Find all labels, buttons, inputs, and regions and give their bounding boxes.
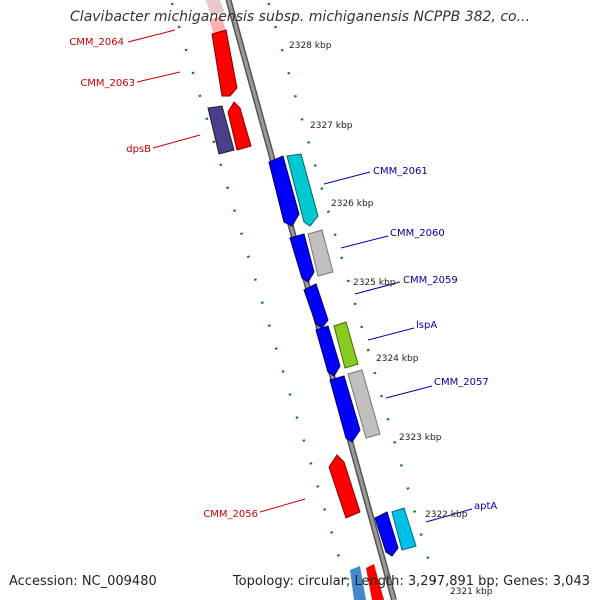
gene-apta-shape[interactable] <box>391 507 417 551</box>
gene-cmm-2059-shape[interactable] <box>303 283 329 329</box>
tick-label: 2321 kbp <box>450 587 493 597</box>
genome-summary-text: Topology: circular; Length: 3,297,891 bp… <box>232 574 590 589</box>
gene-dpsb-shape[interactable] <box>207 105 235 155</box>
gene-cmm-2064b-shape[interactable] <box>209 16 226 34</box>
gene-label: CMM_2060 <box>390 228 445 239</box>
gene-bottom-red-shape <box>366 564 384 600</box>
gene-cmm-2056-shape[interactable] <box>328 454 361 519</box>
tick-label: 2325 kbp <box>353 278 396 288</box>
leader-cmm-2059 <box>354 281 401 295</box>
gene-lspa-shape[interactable] <box>333 321 359 369</box>
leader-dpsb <box>152 134 201 149</box>
gene-bottom-blue-shape <box>350 566 366 600</box>
gene-cmm-2063-shape[interactable] <box>211 29 238 97</box>
gene-label: CMM_2057 <box>434 377 489 388</box>
gene-cmm-2061-shape[interactable] <box>268 155 300 227</box>
gene-label: aptA <box>474 501 497 512</box>
leader-apta <box>425 508 473 523</box>
gene-label: CMM_2056 <box>203 509 258 520</box>
inner-dotted-ring <box>169 0 354 600</box>
gene-cmm-2064-shape[interactable] <box>204 0 226 17</box>
leader-cmm-2057 <box>385 385 433 399</box>
gene-label: CMM_2059 <box>403 275 458 286</box>
gene-label: CMM_2063 <box>80 78 135 89</box>
gene-cmm-2061b-shape[interactable] <box>286 153 319 227</box>
leader-cmm-2064 <box>127 29 176 43</box>
leader-cmm-2060 <box>340 235 389 249</box>
gene-label: CMM_2061 <box>373 166 428 177</box>
leader-cmm-2056 <box>259 498 306 513</box>
tick-label: 2323 kbp <box>399 433 442 443</box>
gene-lspa-blue-shape[interactable] <box>315 325 341 377</box>
gene-label: CMM_2064 <box>69 37 124 48</box>
gene-apta-blue-shape[interactable] <box>374 511 399 557</box>
gene-dpsb-b-shape[interactable] <box>227 101 252 151</box>
gene-cmm-2057-shape[interactable] <box>329 375 361 443</box>
tick-label: 2328 kbp <box>289 41 332 51</box>
tick-label: 2327 kbp <box>310 121 353 131</box>
gene-cmm-2060-shape[interactable] <box>289 233 315 283</box>
gene-cmm-2060b-shape[interactable] <box>307 229 334 277</box>
gene-cmm-2057b-shape[interactable] <box>347 369 381 439</box>
gene-label: dpsB <box>126 144 151 155</box>
accession-text: Accession: NC_009480 <box>9 574 157 589</box>
leader-cmm-2063 <box>136 71 181 83</box>
leader-cmm-2061 <box>323 171 371 185</box>
tick-label: 2322 kbp <box>425 510 468 520</box>
tick-label: 2324 kbp <box>376 354 419 364</box>
tick-label: 2326 kbp <box>331 199 374 209</box>
leader-lspa <box>367 327 415 341</box>
gene-label: lspA <box>416 320 437 331</box>
map-title: Clavibacter michiganensis subsp. michiga… <box>70 9 530 25</box>
